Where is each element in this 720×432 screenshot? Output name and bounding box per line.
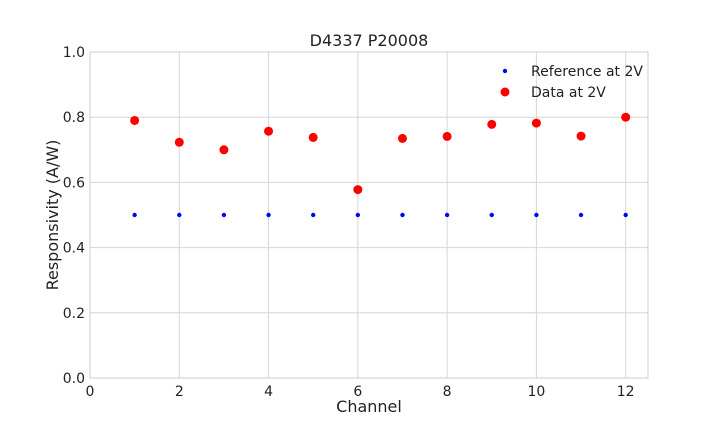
x-tick-label: 2 xyxy=(175,384,184,400)
data-point xyxy=(442,131,452,141)
y-tick-labels: 0.0 0.2 0.4 0.6 0.8 1.0 xyxy=(63,45,85,387)
x-axis-label: Channel xyxy=(336,397,402,416)
reference-point xyxy=(177,212,182,218)
data-point xyxy=(174,137,184,147)
legend-label-reference: Reference at 2V xyxy=(531,64,643,80)
reference-point xyxy=(534,212,539,218)
y-tick-label: 0.4 xyxy=(63,241,85,257)
data-point xyxy=(353,185,363,195)
data-point xyxy=(219,145,229,155)
reference-point xyxy=(444,212,450,218)
x-tick-label: 4 xyxy=(264,384,273,400)
legend-marker-reference xyxy=(502,68,508,74)
x-tick-label: 10 xyxy=(527,384,545,400)
reference-point xyxy=(132,212,137,218)
data-point xyxy=(531,118,541,128)
data-point xyxy=(397,133,407,143)
y-tick-label: 0.8 xyxy=(63,110,85,126)
legend-marker-data xyxy=(500,87,510,97)
y-tick-label: 1.0 xyxy=(63,45,85,61)
reference-point xyxy=(311,212,316,218)
x-tick-label: 12 xyxy=(617,384,635,400)
reference-point xyxy=(489,212,494,218)
reference-point xyxy=(623,212,628,218)
data-point xyxy=(487,119,497,129)
reference-point xyxy=(266,212,271,218)
reference-point xyxy=(355,212,361,218)
y-tick-label: 0.2 xyxy=(63,306,85,322)
x-tick-label: 0 xyxy=(86,384,95,400)
reference-point xyxy=(578,212,584,218)
x-tick-labels: 0 2 4 6 8 10 12 xyxy=(86,384,635,400)
x-tick-label: 6 xyxy=(353,384,362,400)
chart-title: D4337 P20008 xyxy=(310,31,429,50)
data-point xyxy=(130,115,140,125)
data-points xyxy=(130,112,631,218)
x-tick-label: 8 xyxy=(443,384,452,400)
legend: Reference at 2V Data at 2V xyxy=(500,64,643,101)
reference-point xyxy=(221,212,227,218)
data-point xyxy=(576,131,586,141)
y-tick-label: 0.0 xyxy=(63,371,85,387)
reference-point xyxy=(400,212,405,218)
data-point xyxy=(264,126,274,136)
y-axis-label: Responsivity (A/W) xyxy=(43,140,62,291)
plot-frame xyxy=(89,51,649,379)
data-point xyxy=(308,132,318,142)
y-tick-label: 0.6 xyxy=(63,175,85,191)
data-point xyxy=(621,112,631,122)
legend-label-data: Data at 2V xyxy=(531,85,606,101)
